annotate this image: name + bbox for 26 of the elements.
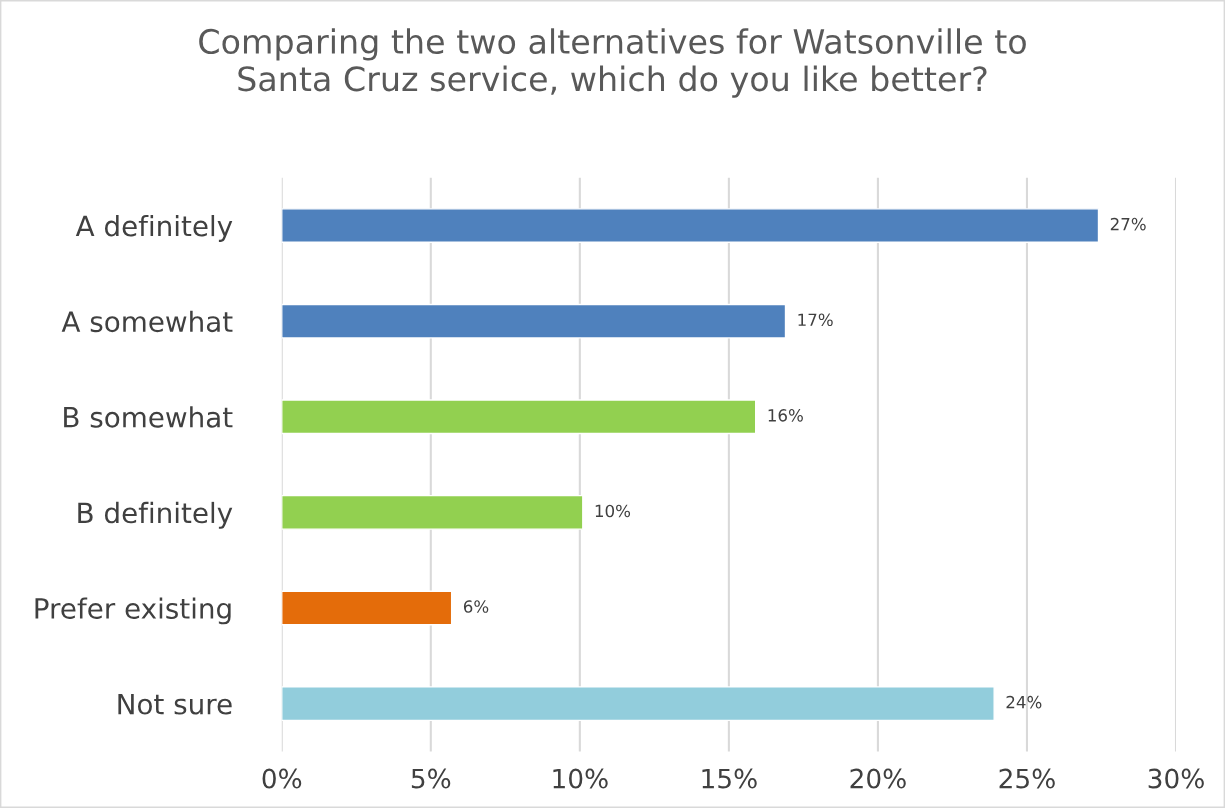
x-tick-label: 20% — [850, 768, 906, 789]
y-tick-label: B somewhat — [64, 406, 233, 428]
data-label: 17% — [798, 313, 833, 327]
y-tick-label: A definitely — [75, 215, 233, 242]
y-tick-label: Prefer existing — [35, 597, 231, 625]
data-label: 27% — [1110, 217, 1146, 231]
x-tick-label: 15% — [702, 768, 757, 789]
bar — [281, 494, 584, 530]
bar — [281, 590, 453, 626]
data-label: 6% — [463, 600, 489, 613]
y-tick-label: Not sure — [118, 693, 232, 715]
bar — [281, 208, 1100, 243]
x-tick-label: 25% — [999, 768, 1055, 789]
y-tick-label: A somewhat — [61, 310, 233, 333]
data-label: 24% — [1006, 695, 1042, 709]
data-label: 16% — [768, 409, 803, 422]
chart-title: Comparing the two alternatives for Watsonville to Santa Cruz service, which do you like better? — [199, 28, 1026, 98]
x-tick-label: 30% — [1148, 768, 1204, 789]
bar — [281, 399, 757, 435]
bar — [281, 686, 995, 722]
y-tick-label: B definitely — [78, 501, 233, 529]
x-tick-label: 5% — [411, 768, 451, 789]
bar — [281, 303, 787, 339]
x-tick-label: 10% — [553, 768, 608, 789]
x-tick-label: 0% — [262, 768, 302, 789]
data-label: 10% — [595, 504, 631, 518]
